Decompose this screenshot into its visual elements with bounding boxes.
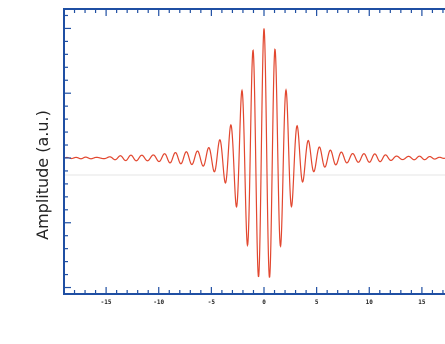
x-tick-labels: -15 -10 -5 0 5 10 15 — [101, 299, 426, 306]
series-line — [63, 28, 445, 278]
series-trace-group — [63, 28, 445, 278]
x-tick-label: -5 — [208, 299, 216, 306]
x-tick-label: 10 — [366, 299, 374, 306]
ticks-group — [64, 9, 444, 294]
plot-frame — [63, 8, 445, 295]
x-tick-label: 0 — [262, 299, 266, 306]
x-tick-label: -10 — [153, 299, 164, 306]
x-tick-label: 15 — [418, 299, 426, 306]
y-axis-label: Amplitude (a.u.) — [33, 110, 52, 240]
x-tick-label: -15 — [101, 299, 112, 306]
x-tick-label: 5 — [315, 299, 319, 306]
